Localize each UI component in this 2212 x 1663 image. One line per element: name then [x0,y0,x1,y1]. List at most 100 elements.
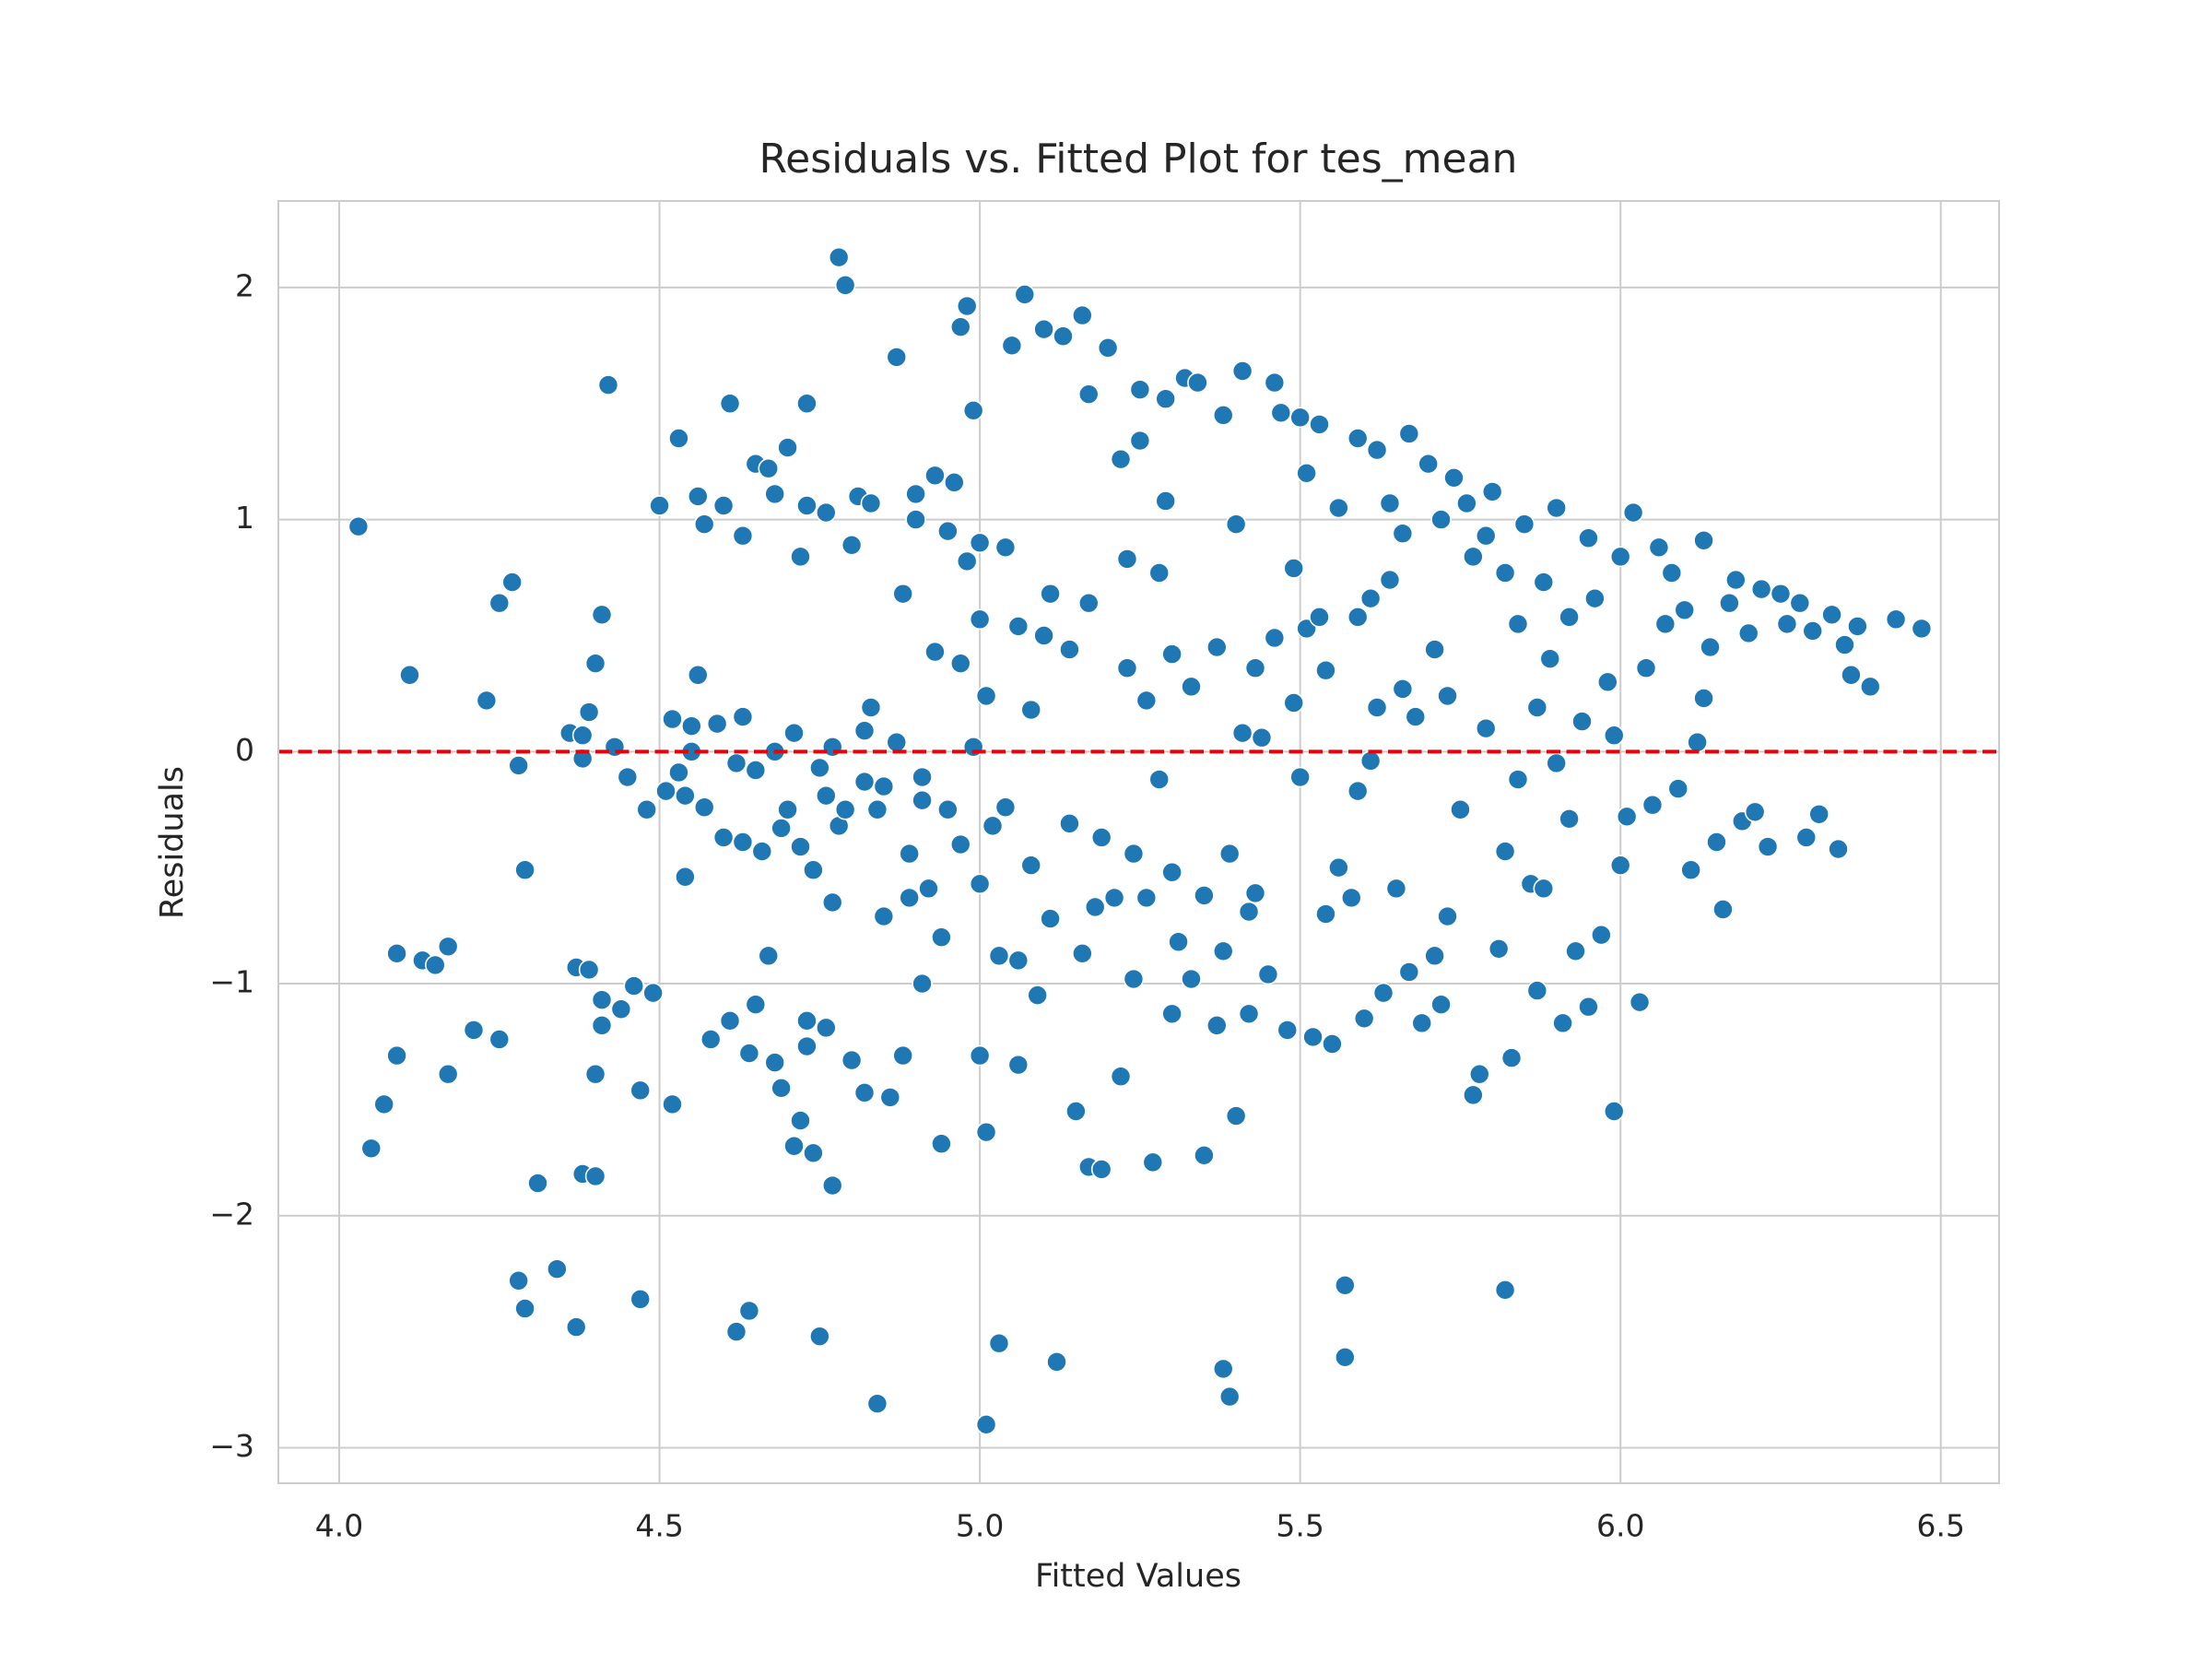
scatter-point [796,495,818,516]
scatter-point [1116,548,1138,570]
scatter-point [1218,1386,1241,1408]
scatter-point [796,1035,818,1057]
scatter-point [1622,501,1644,524]
scatter-point [905,483,926,505]
scatter-point [1405,706,1427,727]
scatter-point [783,1135,805,1157]
scatter-point [1328,856,1349,879]
scatter-point [1347,607,1369,628]
scatter-point [1443,467,1465,489]
scatter-point [1559,808,1580,830]
scatter-point [1379,569,1401,591]
scatter-point [1040,908,1061,929]
y-axis-label: Residuals [154,766,191,919]
scatter-point [584,1165,606,1187]
scatter-point [1578,527,1599,549]
scatter-point [424,954,446,976]
x-tick-label: 4.0 [315,1508,363,1544]
scatter-point [1481,481,1503,502]
scatter-point [488,592,511,614]
scatter-point [1148,769,1171,790]
scatter-point [1238,1003,1260,1025]
scatter-point [969,1044,991,1067]
scatter-point [476,690,498,712]
scatter-point [706,713,728,735]
scatter-point [1007,1054,1030,1076]
scatter-point [1359,587,1382,609]
scatter-point [732,832,754,853]
y-tick-label: 0 [235,732,254,768]
scatter-point [1155,388,1176,410]
scatter-point [1379,492,1401,514]
scatter-point [1110,448,1132,470]
scatter-point [962,736,984,758]
scatter-point [1212,1358,1234,1380]
scatter-point [1238,901,1260,923]
scatter-point [1488,938,1510,960]
scatter-point [860,697,882,718]
scatter-point [931,926,952,949]
scatter-point [949,653,971,674]
scatter-point [1097,337,1119,359]
scatter-point [675,866,696,888]
scatter-point [1398,961,1420,983]
scatter-point [514,859,535,881]
scatter-point [1609,546,1631,568]
y-tick-label: −2 [209,1196,254,1232]
scatter-point [738,1043,760,1064]
scatter-point [1706,832,1727,853]
scatter-point [1591,924,1612,946]
scatter-point [687,664,709,686]
marks [278,246,1999,1435]
scatter-point [1181,968,1202,990]
scatter-point [937,798,959,820]
scatter-point [1315,903,1336,925]
scatter-point [866,1393,888,1414]
scatter-point [899,843,920,865]
scatter-point [1757,836,1779,857]
scatter-point [1424,639,1445,660]
scatter-point [629,1289,652,1310]
scatter-point [700,1029,722,1050]
scatter-point [547,1258,568,1280]
scatter-point [1309,607,1330,628]
scatter-point [803,859,824,881]
scatter-point [1347,428,1369,449]
scatter-point [1033,625,1054,646]
scatter-point [758,457,780,479]
scatter-point [1392,523,1414,545]
scatter-point [1526,697,1548,718]
scatter-point [578,959,600,981]
scatter-point [1007,616,1030,637]
scatter-point [899,887,920,909]
scatter-point [815,501,837,524]
labels: 4.0 4.5 5.0 5.5 6.0 6.5 −3 −2 −1 0 1 2 [209,267,1965,1543]
y-tick-label: 1 [235,500,254,536]
scatter-point [764,1052,785,1073]
scatter-point [1802,620,1824,642]
scatter-point [866,798,888,820]
scatter-point [988,1332,1010,1354]
scatter-point [386,1044,407,1067]
scatter-point [1001,335,1023,357]
scatter-point [975,1121,997,1143]
scatter-point [488,1029,511,1050]
scatter-point [1533,878,1555,900]
scatter-point [924,465,946,487]
scatter-point [1693,688,1714,709]
scatter-point [790,836,811,857]
scatter-point [1776,613,1798,635]
scatter-point [790,1110,811,1131]
scatter-point [975,685,997,707]
scatter-point [892,583,914,605]
scatter-point [1700,636,1721,658]
x-tick-label: 4.5 [635,1508,683,1544]
scatter-point [1142,1151,1164,1174]
scatter-point [1463,546,1484,568]
scatter-point [1494,841,1516,862]
scatter-point [1289,407,1311,429]
scatter-point [1014,284,1036,305]
scatter-point [873,905,895,927]
scatter-point [1309,414,1330,435]
scatter-point [725,752,747,774]
